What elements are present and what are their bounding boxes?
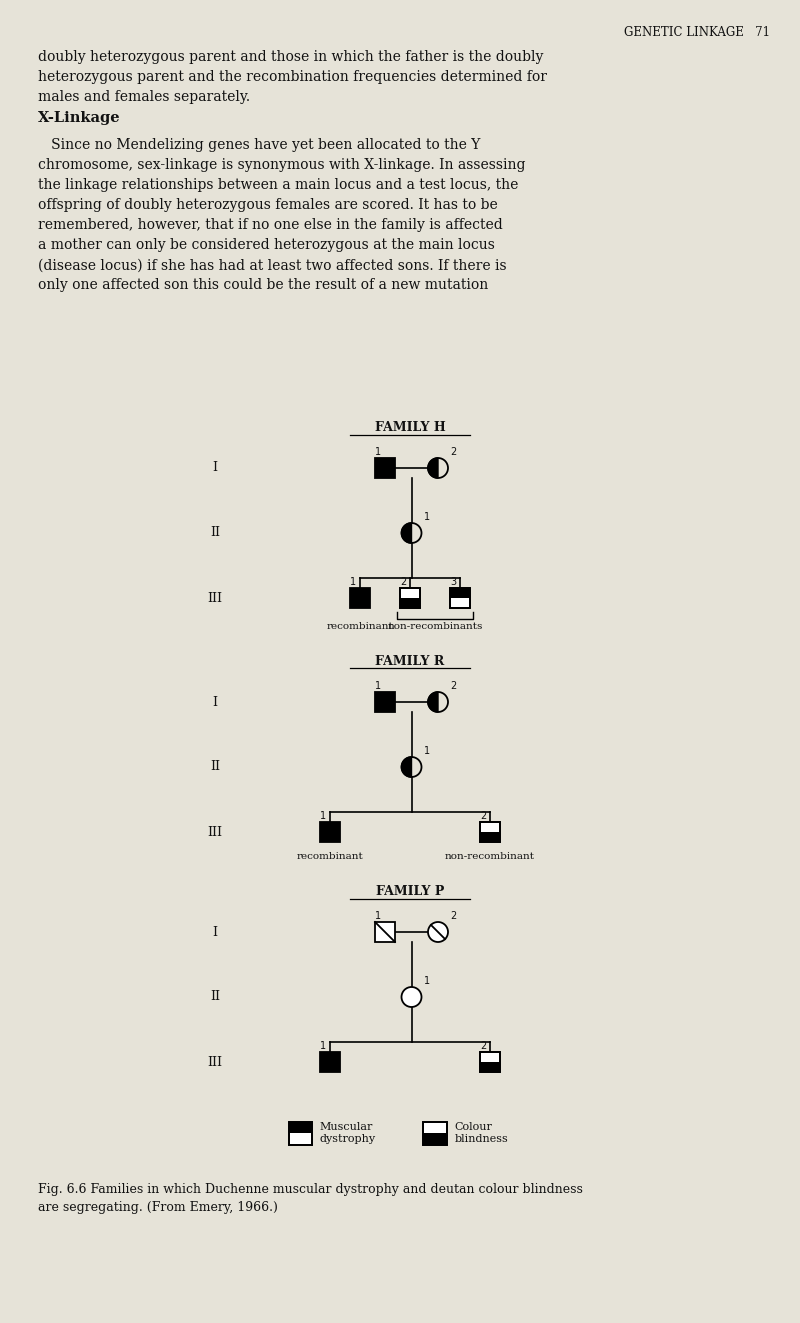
Text: II: II	[210, 991, 220, 1004]
Bar	[423, 1122, 446, 1144]
Text: II: II	[210, 761, 220, 774]
Polygon shape	[428, 692, 438, 712]
Bar	[289, 1122, 311, 1144]
Bar	[480, 822, 500, 841]
Text: 1: 1	[423, 746, 430, 755]
Bar	[350, 587, 370, 609]
Text: non-recombinants: non-recombinants	[387, 622, 482, 631]
Polygon shape	[428, 458, 438, 478]
Text: doubly heterozygous parent and those in which the father is the doubly
heterozyg: doubly heterozygous parent and those in …	[38, 50, 547, 105]
Circle shape	[402, 987, 422, 1007]
Text: 2: 2	[450, 912, 456, 921]
Polygon shape	[402, 757, 411, 777]
Text: Muscular
dystrophy: Muscular dystrophy	[319, 1122, 376, 1144]
Text: 3: 3	[450, 577, 456, 587]
Text: III: III	[207, 1056, 222, 1069]
Bar	[375, 922, 395, 942]
Text: 1: 1	[350, 577, 356, 587]
Text: III: III	[207, 591, 222, 605]
Text: 2: 2	[450, 681, 456, 691]
Bar	[480, 1052, 500, 1072]
Text: Since no Mendelizing genes have yet been allocated to the Y
chromosome, sex-link: Since no Mendelizing genes have yet been…	[38, 138, 526, 292]
Text: I: I	[213, 926, 218, 938]
Text: 1: 1	[320, 1041, 326, 1050]
Text: 2: 2	[480, 1041, 486, 1050]
Text: 2: 2	[400, 577, 406, 587]
Bar	[480, 822, 500, 841]
Bar	[400, 587, 420, 609]
Bar	[320, 1052, 340, 1072]
Bar	[289, 1122, 311, 1144]
Bar	[375, 692, 395, 712]
Bar	[450, 587, 470, 598]
Bar	[480, 1052, 500, 1072]
Bar	[423, 1122, 446, 1144]
Text: X-Linkage: X-Linkage	[38, 111, 121, 124]
Text: recombinant: recombinant	[297, 852, 363, 861]
Bar	[480, 1062, 500, 1072]
Bar	[400, 587, 420, 609]
Bar	[375, 458, 395, 478]
Text: GENETIC LINKAGE   71: GENETIC LINKAGE 71	[624, 26, 770, 38]
Text: I: I	[213, 462, 218, 475]
Bar	[400, 598, 420, 609]
Text: FAMILY H: FAMILY H	[374, 421, 446, 434]
Text: Fig. 6.6 Families in which Duchenne muscular dystrophy and deutan colour blindne: Fig. 6.6 Families in which Duchenne musc…	[38, 1183, 583, 1215]
Text: 2: 2	[480, 811, 486, 822]
Bar	[450, 587, 470, 609]
Text: III: III	[207, 826, 222, 839]
Text: Colour
blindness: Colour blindness	[454, 1122, 508, 1144]
Text: 1: 1	[423, 512, 430, 523]
Bar	[289, 1122, 311, 1132]
Text: II: II	[210, 527, 220, 540]
Bar	[450, 587, 470, 609]
Polygon shape	[402, 523, 411, 542]
Text: 2: 2	[450, 447, 456, 456]
Bar	[480, 832, 500, 841]
Bar	[423, 1132, 446, 1144]
Text: non-recombinant: non-recombinant	[445, 852, 535, 861]
Text: 1: 1	[375, 912, 381, 921]
Circle shape	[428, 922, 448, 942]
Text: 1: 1	[375, 681, 381, 691]
Text: FAMILY R: FAMILY R	[375, 655, 445, 668]
Text: 1: 1	[423, 976, 430, 986]
Text: FAMILY P: FAMILY P	[376, 885, 444, 898]
Text: 1: 1	[375, 447, 381, 456]
Text: recombinant: recombinant	[326, 622, 394, 631]
Text: 1: 1	[320, 811, 326, 822]
Text: I: I	[213, 696, 218, 709]
Bar	[320, 822, 340, 841]
